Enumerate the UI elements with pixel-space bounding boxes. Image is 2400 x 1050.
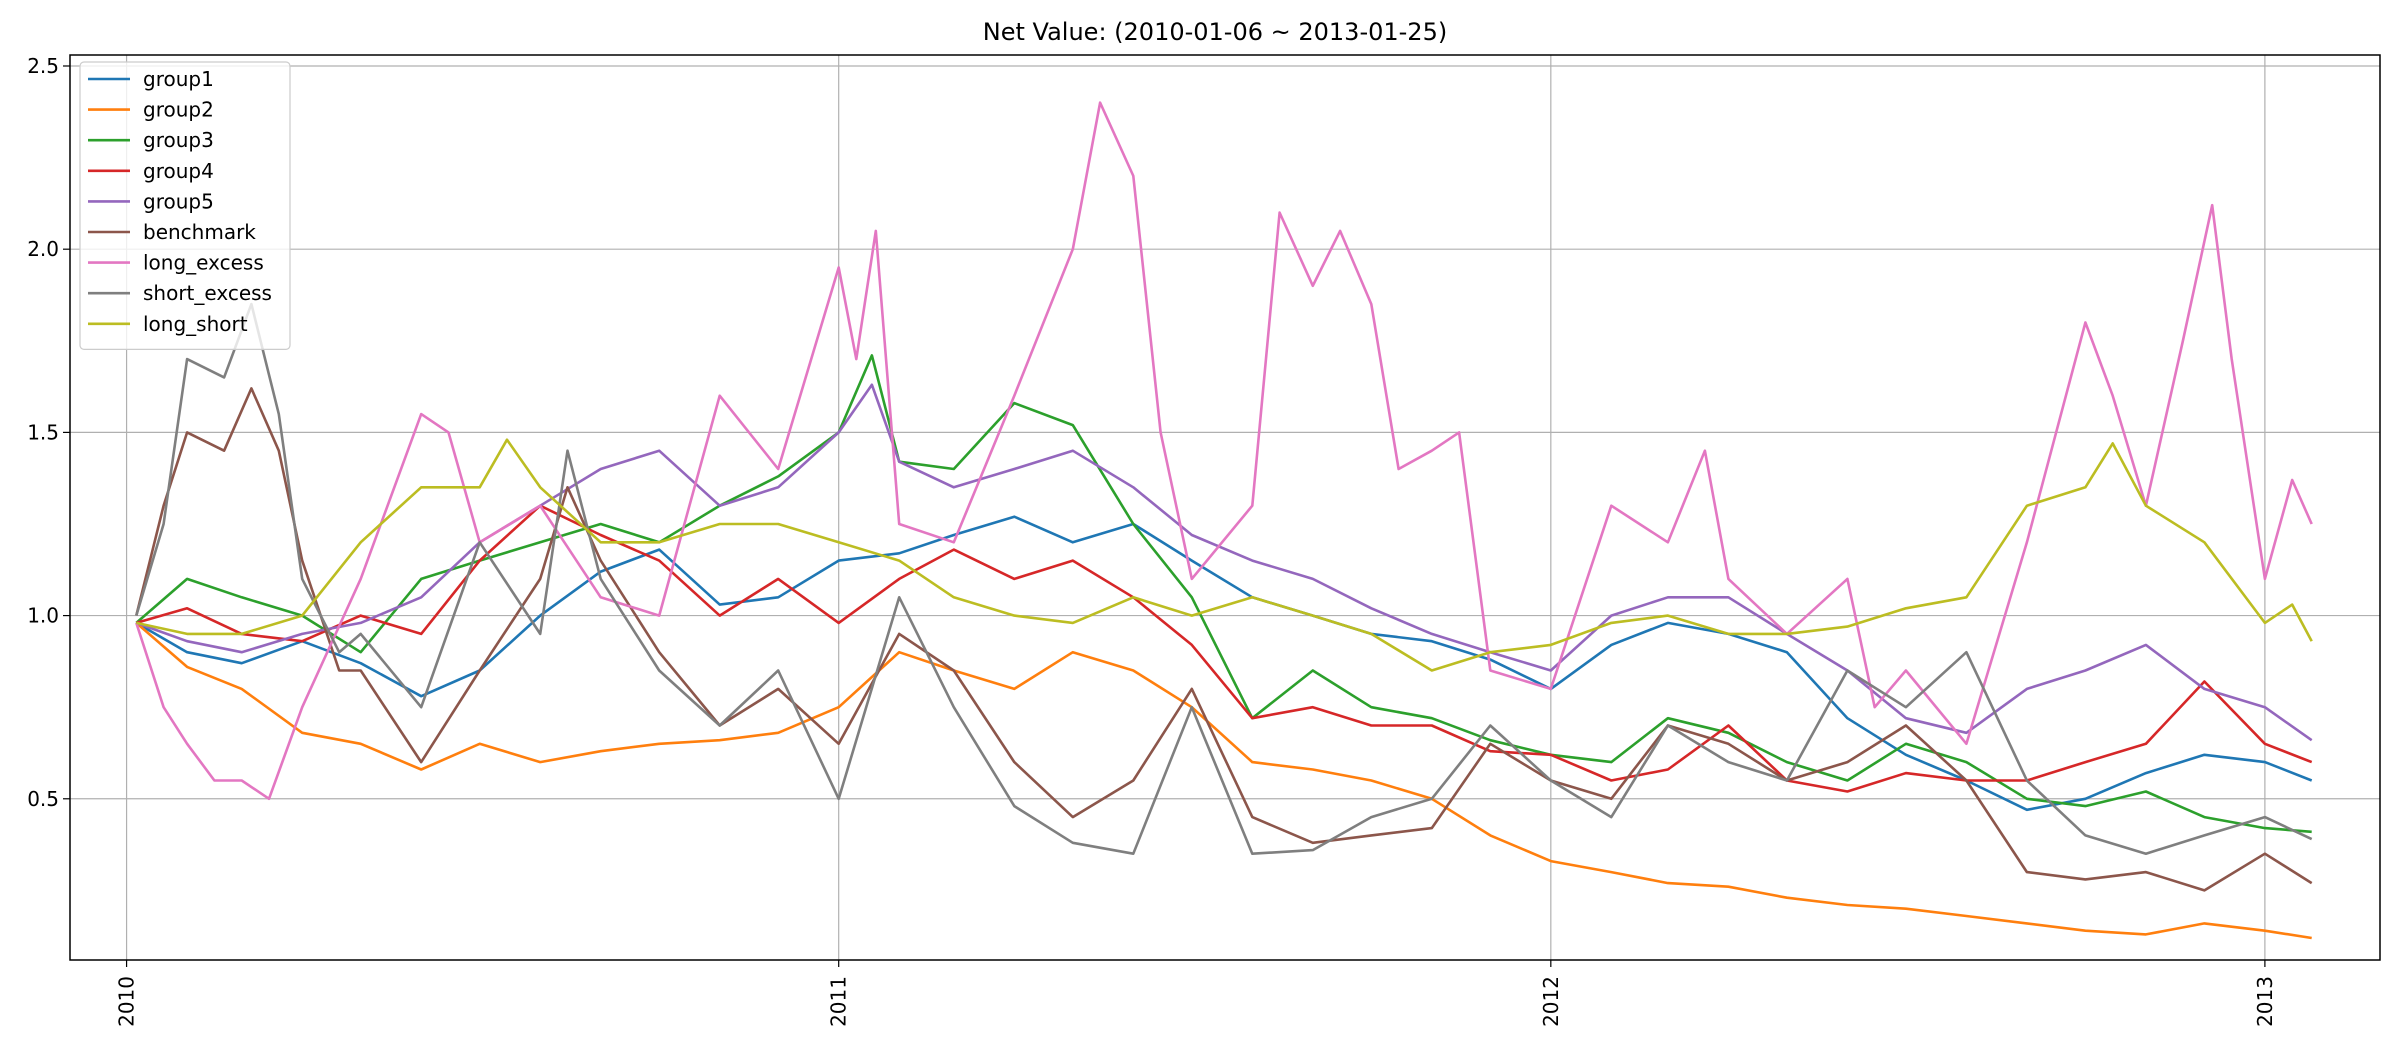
y-tick-label: 1.5 [27,420,59,444]
series-lines [136,103,2311,938]
legend-label-group4: group4 [143,159,214,183]
y-tick-label: 1.0 [27,604,59,628]
series-line-benchmark [136,388,2311,890]
legend: group1 group2 group3 group4 group5 benchmark l… [80,62,290,349]
legend-label-long_short: long_short [143,312,248,336]
legend-label-group1: group1 [143,67,214,91]
plot-area-frame [70,55,2380,960]
x-tick-label: 2012 [1539,976,1563,1027]
series-line-long_short [136,440,2311,671]
x-tick-label: 2013 [2253,976,2277,1027]
legend-label-benchmark: benchmark [143,220,256,244]
legend-label-group5: group5 [143,189,214,213]
y-tick-label: 2.0 [27,237,59,261]
x-tick-label: 2011 [827,976,851,1027]
x-tick-label: 2010 [115,976,139,1027]
x-axis: 2010 2011 2012 2013 [115,960,2277,1027]
legend-label-long_excess: long_excess [143,251,264,275]
chart-title: Net Value: (2010-01-06 ~ 2013-01-25) [983,18,1447,46]
legend-label-group2: group2 [143,98,214,122]
y-axis: 0.5 1.0 1.5 2.0 2.5 [27,54,70,811]
series-line-group5 [136,385,2311,740]
grid [70,55,2380,960]
legend-label-group3: group3 [143,128,214,152]
y-tick-label: 2.5 [27,54,59,78]
y-tick-label: 0.5 [27,787,59,811]
legend-label-short_excess: short_excess [143,281,272,305]
